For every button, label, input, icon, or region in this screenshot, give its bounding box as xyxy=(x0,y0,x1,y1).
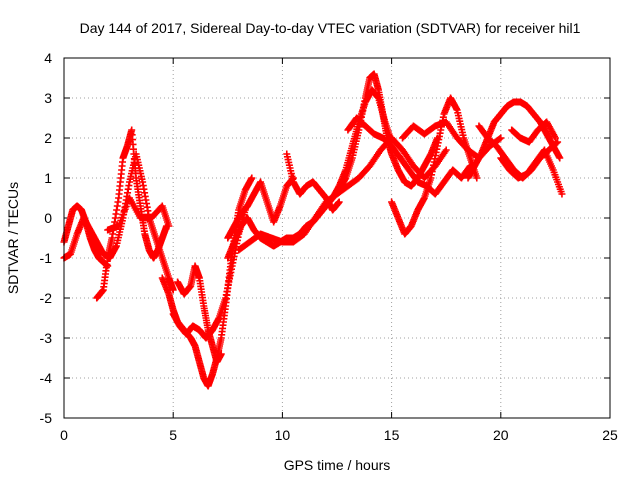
chart-title: Day 144 of 2017, Sidereal Day-to-day VTE… xyxy=(80,20,581,36)
x-axis-label: GPS time / hours xyxy=(284,457,391,473)
data-point xyxy=(442,146,450,154)
data-series xyxy=(224,174,297,242)
data-point xyxy=(165,222,173,230)
data-series xyxy=(497,146,566,198)
y-tick-label: 0 xyxy=(44,210,52,226)
data-point xyxy=(473,174,481,182)
x-tick-label: 15 xyxy=(384,427,400,443)
data-point xyxy=(217,350,225,358)
data-point xyxy=(335,198,343,206)
data-series xyxy=(174,262,225,366)
data-point xyxy=(558,190,566,198)
data-points xyxy=(60,70,566,390)
data-series xyxy=(60,202,112,270)
x-tick-label: 25 xyxy=(602,427,618,443)
y-tick-label: 1 xyxy=(44,170,52,186)
x-tick-label: 10 xyxy=(275,427,291,443)
y-tick-label: 4 xyxy=(44,50,52,66)
data-series xyxy=(60,150,177,294)
grid-lines xyxy=(64,58,610,418)
data-series xyxy=(344,114,474,198)
y-tick-label: -2 xyxy=(40,290,53,306)
y-tick-label: -5 xyxy=(40,410,53,426)
data-point xyxy=(497,134,505,142)
x-tick-label: 0 xyxy=(60,427,68,443)
x-tick-label: 20 xyxy=(493,427,509,443)
data-series xyxy=(508,118,559,146)
data-point xyxy=(556,154,564,162)
plot-frame xyxy=(63,57,611,419)
y-tick-label: 2 xyxy=(44,130,52,146)
y-tick-label: -4 xyxy=(40,370,53,386)
data-point xyxy=(248,174,256,182)
y-tick-label: -3 xyxy=(40,330,53,346)
data-series xyxy=(104,194,173,234)
y-tick-label: -1 xyxy=(40,250,53,266)
y-tick-label: 3 xyxy=(44,90,52,106)
data-point xyxy=(551,134,559,142)
data-series xyxy=(464,98,564,182)
x-tick-label: 5 xyxy=(169,427,177,443)
data-series xyxy=(283,150,343,214)
data-series xyxy=(93,126,171,302)
data-series xyxy=(388,94,481,238)
data-point xyxy=(554,138,562,146)
data-series xyxy=(169,206,249,342)
y-axis-label: SDTVAR / TECUs xyxy=(5,182,21,294)
data-series xyxy=(224,86,396,262)
